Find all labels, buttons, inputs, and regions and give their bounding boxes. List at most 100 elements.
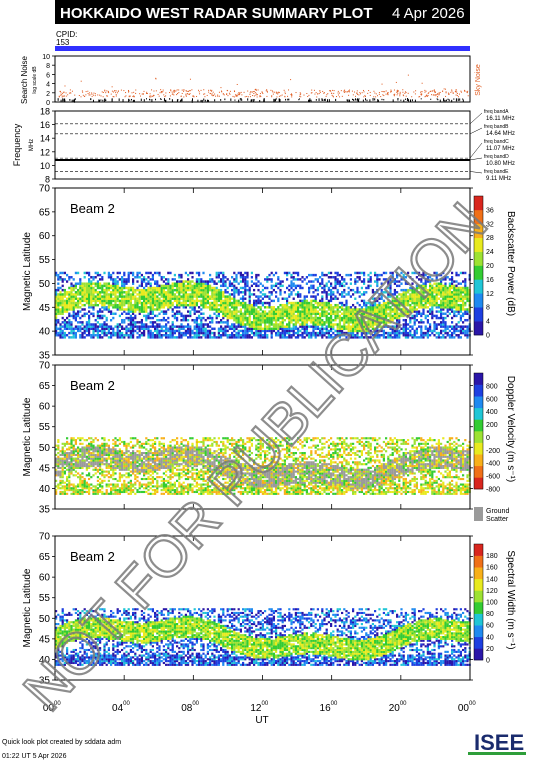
noise-ytick-label: 4	[46, 82, 50, 89]
time-tick-hour: 20	[389, 703, 401, 714]
sky-noise-legend: Sky Noise	[475, 64, 482, 96]
latitude-tick-label: 60	[39, 402, 51, 413]
time-tick-minute: 00	[192, 701, 199, 707]
colorbar-segment	[474, 373, 483, 385]
colorbar-segment	[474, 251, 483, 266]
latitude-tick-label: 65	[39, 381, 51, 392]
colorbar-tick-label: 36	[486, 207, 494, 214]
frequency-band-value: 16.11 MHz	[486, 116, 515, 122]
colorbar-label: Doppler Velocity (m s⁻¹)	[505, 376, 516, 482]
colorbar-tick-label: 40	[486, 634, 494, 641]
colorbar-tick-label: 140	[486, 576, 498, 583]
latitude-axis-label: Magnetic Latitude	[22, 397, 33, 476]
heatmap-cells	[55, 437, 471, 495]
colorbar-tick-label: 32	[486, 221, 494, 228]
frequency-ytick-label: 14	[40, 134, 50, 144]
colorbar-tick-label: -200	[486, 448, 500, 455]
colorbar-tick-label: -400	[486, 461, 500, 468]
noise-ytick-label: 6	[46, 72, 50, 79]
colorbar-segment	[474, 293, 483, 308]
colorbar-segment	[474, 431, 483, 443]
noise-ylabel: Search Noise	[20, 55, 29, 104]
noise-ytick-label: 8	[46, 63, 50, 70]
frequency-ytick-label: 8	[45, 175, 50, 185]
latitude-tick-label: 50	[39, 279, 51, 290]
colorbar-tick-label: 20	[486, 263, 494, 270]
colorbar-tick-label: 0	[486, 658, 490, 665]
frequency-unit: MHz	[29, 139, 35, 151]
time-tick-minute: 00	[331, 701, 338, 707]
beam-label: Beam 2	[70, 549, 115, 564]
frequency-band-value: 9.11 MHz	[486, 176, 511, 182]
latitude-tick-label: 35	[39, 351, 51, 362]
footer-credit: Quick look plot created by sddata adm	[2, 739, 122, 746]
colorbar-tick-label: 180	[486, 553, 498, 560]
latitude-tick-label: 40	[39, 655, 51, 666]
latitude-tick-label: 50	[39, 614, 51, 625]
colorbar-tick-label: 200	[486, 422, 498, 429]
cpid-value: 153	[56, 38, 70, 47]
frequency-band-label: freq bandE	[484, 169, 509, 175]
colorbar-tick-label: 160	[486, 565, 498, 572]
time-tick-hour: 04	[112, 703, 124, 714]
colorbar-tick-label: 80	[486, 611, 494, 618]
colorbar-tick-label: 24	[486, 249, 494, 256]
latitude-tick-label: 55	[39, 593, 51, 604]
ground-scatter-label: Scatter	[486, 516, 509, 523]
doppler-velocity-panel: 35 40 45 50 55 60 65 70 Magnetic Latitude Beam 2 -…	[22, 361, 516, 524]
latitude-tick-label: 70	[39, 184, 51, 195]
colorbar-segment	[474, 465, 483, 478]
time-tick-hour: 08	[181, 703, 193, 714]
ground-scatter-swatch	[474, 507, 483, 521]
colorbar-segment	[474, 477, 483, 490]
colorbar-segment	[474, 555, 483, 568]
noise-ytick-label: 2	[46, 91, 50, 98]
ground-scatter-label: Ground	[486, 508, 509, 515]
colorbar-segment	[474, 279, 483, 294]
latitude-tick-label: 70	[39, 361, 51, 372]
colorbar-tick-label: 28	[486, 235, 494, 242]
frequency-ytick-label: 18	[40, 107, 50, 117]
frequency-band-label: freq bandB	[484, 124, 509, 130]
time-tick-minute: 00	[262, 701, 269, 707]
frequency-band-value: 11.07 MHz	[486, 146, 515, 152]
frequency-band-label: freq bandD	[484, 154, 509, 160]
latitude-tick-label: 35	[39, 676, 51, 687]
colorbar-segment	[474, 321, 483, 336]
plot-date: 4 Apr 2026	[392, 5, 465, 22]
latitude-tick-label: 65	[39, 207, 51, 218]
colorbar-segment	[474, 237, 483, 252]
colorbar-segment	[474, 307, 483, 322]
colorbar-label: Spectral Width (m s⁻¹)	[505, 550, 516, 649]
latitude-axis-label: Magnetic Latitude	[22, 568, 33, 647]
noise-ylabel-sub: log scale dB	[32, 66, 38, 94]
cpid-label: CPID:	[56, 30, 77, 39]
colorbar-segment	[474, 196, 483, 211]
latitude-tick-label: 40	[39, 484, 51, 495]
colorbar-tick-label: 0	[486, 333, 490, 340]
colorbar-segment	[474, 442, 483, 455]
noise-ytick-label: 10	[42, 54, 50, 61]
colorbar-segment	[474, 396, 483, 409]
latitude-tick-label: 45	[39, 634, 51, 645]
frequency-ylabel: Frequency	[12, 123, 22, 166]
noise-ytick-label: 0	[46, 100, 50, 107]
latitude-tick-label: 40	[39, 327, 51, 338]
latitude-tick-label: 65	[39, 552, 51, 563]
cpid-bar	[55, 46, 470, 51]
time-axis: 00 00 04 00 08 00 12 00 16 00 20 00 00 00	[43, 188, 476, 714]
colorbar-tick-label: 20	[486, 646, 494, 653]
colorbar-tick-label: 8	[486, 305, 490, 312]
latitude-tick-label: 45	[39, 463, 51, 474]
colorbar-tick-label: 100	[486, 600, 498, 607]
noise-panel: 0 2 4 6 8 10 Search Noise log scale dB Sky No…	[20, 54, 482, 107]
time-tick-hour: 00	[458, 703, 470, 714]
frequency-ytick-label: 10	[40, 161, 50, 171]
time-tick-hour: 00	[43, 703, 55, 714]
frequency-ytick-label: 16	[40, 120, 50, 130]
colorbar-label: Backscatter Power (dB)	[505, 211, 516, 316]
colorbar-segment	[474, 209, 483, 225]
time-tick-hour: 16	[320, 703, 332, 714]
